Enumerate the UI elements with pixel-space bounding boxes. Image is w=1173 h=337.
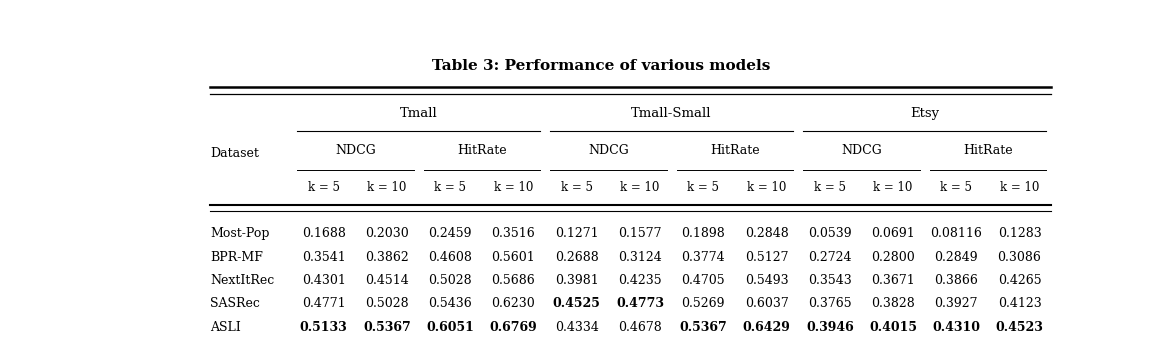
Text: 0.4608: 0.4608 bbox=[428, 251, 473, 264]
Text: k = 10: k = 10 bbox=[999, 181, 1039, 193]
Text: k = 5: k = 5 bbox=[814, 181, 846, 193]
Text: k = 10: k = 10 bbox=[621, 181, 659, 193]
Text: 0.1577: 0.1577 bbox=[618, 227, 662, 240]
Text: 0.4265: 0.4265 bbox=[998, 274, 1042, 287]
Text: HitRate: HitRate bbox=[963, 144, 1012, 157]
Text: k = 10: k = 10 bbox=[747, 181, 786, 193]
Text: 0.5686: 0.5686 bbox=[491, 274, 535, 287]
Text: 0.3765: 0.3765 bbox=[808, 297, 852, 310]
Text: 0.4773: 0.4773 bbox=[616, 297, 664, 310]
Text: k = 5: k = 5 bbox=[307, 181, 340, 193]
Text: 0.3946: 0.3946 bbox=[806, 321, 854, 334]
Text: 0.3086: 0.3086 bbox=[997, 251, 1042, 264]
Text: ASLI: ASLI bbox=[210, 321, 240, 334]
Text: 0.5367: 0.5367 bbox=[679, 321, 727, 334]
Text: k = 5: k = 5 bbox=[941, 181, 972, 193]
Text: NDCG: NDCG bbox=[841, 144, 882, 157]
Text: 0.4771: 0.4771 bbox=[301, 297, 346, 310]
Text: 0.4301: 0.4301 bbox=[301, 274, 346, 287]
Text: 0.5367: 0.5367 bbox=[364, 321, 411, 334]
Text: HitRate: HitRate bbox=[457, 144, 507, 157]
Text: k = 5: k = 5 bbox=[687, 181, 719, 193]
Text: 0.1688: 0.1688 bbox=[301, 227, 346, 240]
Text: 0.4525: 0.4525 bbox=[552, 297, 601, 310]
Text: 0.6051: 0.6051 bbox=[426, 321, 474, 334]
Text: NextItRec: NextItRec bbox=[210, 274, 274, 287]
Text: k = 5: k = 5 bbox=[434, 181, 466, 193]
Text: 0.4705: 0.4705 bbox=[682, 274, 725, 287]
Text: 0.5127: 0.5127 bbox=[745, 251, 788, 264]
Text: 0.0539: 0.0539 bbox=[808, 227, 852, 240]
Text: 0.3828: 0.3828 bbox=[872, 297, 915, 310]
Text: 0.6769: 0.6769 bbox=[489, 321, 537, 334]
Text: 0.5028: 0.5028 bbox=[428, 274, 472, 287]
Text: k = 5: k = 5 bbox=[561, 181, 592, 193]
Text: 0.1283: 0.1283 bbox=[998, 227, 1042, 240]
Text: 0.3866: 0.3866 bbox=[935, 274, 978, 287]
Text: 0.2849: 0.2849 bbox=[935, 251, 978, 264]
Text: Table 3: Performance of various models: Table 3: Performance of various models bbox=[432, 59, 771, 72]
Text: 0.4523: 0.4523 bbox=[996, 321, 1044, 334]
Text: Tmall: Tmall bbox=[400, 106, 438, 120]
Text: 0.1271: 0.1271 bbox=[555, 227, 598, 240]
Text: k = 10: k = 10 bbox=[494, 181, 534, 193]
Text: Etsy: Etsy bbox=[910, 106, 940, 120]
Text: 0.3516: 0.3516 bbox=[491, 227, 535, 240]
Text: 0.6037: 0.6037 bbox=[745, 297, 788, 310]
Text: 0.4310: 0.4310 bbox=[933, 321, 981, 334]
Text: 0.5269: 0.5269 bbox=[682, 297, 725, 310]
Text: 0.1898: 0.1898 bbox=[682, 227, 725, 240]
Text: 0.0691: 0.0691 bbox=[872, 227, 915, 240]
Text: 0.5601: 0.5601 bbox=[491, 251, 535, 264]
Text: HitRate: HitRate bbox=[710, 144, 760, 157]
Text: 0.4235: 0.4235 bbox=[618, 274, 662, 287]
Text: 0.3543: 0.3543 bbox=[808, 274, 852, 287]
Text: 0.4015: 0.4015 bbox=[869, 321, 917, 334]
Text: NDCG: NDCG bbox=[335, 144, 375, 157]
Text: Dataset: Dataset bbox=[210, 147, 259, 160]
Text: 0.5436: 0.5436 bbox=[428, 297, 472, 310]
Text: BPR-MF: BPR-MF bbox=[210, 251, 263, 264]
Text: 0.4123: 0.4123 bbox=[998, 297, 1042, 310]
Text: 0.6429: 0.6429 bbox=[743, 321, 791, 334]
Text: 0.3671: 0.3671 bbox=[872, 274, 915, 287]
Text: 0.2688: 0.2688 bbox=[555, 251, 598, 264]
Text: 0.4334: 0.4334 bbox=[555, 321, 598, 334]
Text: NDCG: NDCG bbox=[588, 144, 629, 157]
Text: 0.5133: 0.5133 bbox=[300, 321, 347, 334]
Text: 0.08116: 0.08116 bbox=[930, 227, 982, 240]
Text: 0.2724: 0.2724 bbox=[808, 251, 852, 264]
Text: 0.4514: 0.4514 bbox=[365, 274, 409, 287]
Text: Most-Pop: Most-Pop bbox=[210, 227, 270, 240]
Text: k = 10: k = 10 bbox=[367, 181, 407, 193]
Text: 0.3981: 0.3981 bbox=[555, 274, 598, 287]
Text: 0.5028: 0.5028 bbox=[365, 297, 408, 310]
Text: 0.5493: 0.5493 bbox=[745, 274, 788, 287]
Text: 0.3862: 0.3862 bbox=[365, 251, 409, 264]
Text: 0.4678: 0.4678 bbox=[618, 321, 662, 334]
Text: Tmall-Small: Tmall-Small bbox=[631, 106, 712, 120]
Text: 0.2030: 0.2030 bbox=[365, 227, 409, 240]
Text: 0.2800: 0.2800 bbox=[872, 251, 915, 264]
Text: 0.3774: 0.3774 bbox=[682, 251, 725, 264]
Text: 0.6230: 0.6230 bbox=[491, 297, 535, 310]
Text: 0.2459: 0.2459 bbox=[428, 227, 472, 240]
Text: 0.2848: 0.2848 bbox=[745, 227, 788, 240]
Text: 0.3927: 0.3927 bbox=[935, 297, 978, 310]
Text: k = 10: k = 10 bbox=[874, 181, 913, 193]
Text: 0.3124: 0.3124 bbox=[618, 251, 662, 264]
Text: 0.3541: 0.3541 bbox=[301, 251, 346, 264]
Text: SASRec: SASRec bbox=[210, 297, 260, 310]
